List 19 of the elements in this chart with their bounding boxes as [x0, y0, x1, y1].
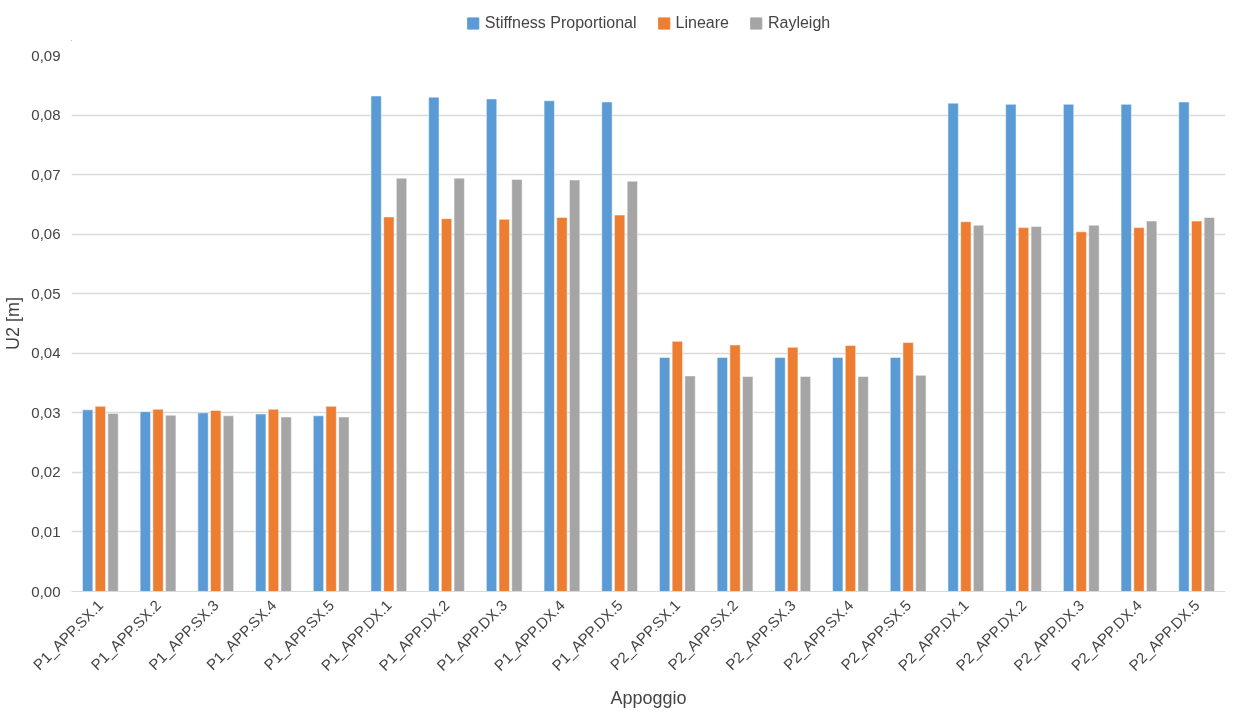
legend-label: Rayleigh [767, 13, 831, 32]
legend-label: Lineare [675, 13, 729, 32]
bar [659, 357, 671, 592]
bar [1203, 217, 1215, 592]
y-tick-label: 0,02 [31, 463, 61, 481]
y-tick-label: 0,08 [31, 106, 61, 124]
legend-label: Stiffness Proportional [484, 13, 637, 32]
y-tick-label: 0,06 [31, 225, 61, 243]
y-tick-label: 0,01 [31, 522, 61, 540]
x-axis-title: Appoggio [610, 687, 687, 708]
y-tick-label: 0,04 [31, 344, 61, 362]
bar [626, 180, 638, 592]
y-tick-label: 0,03 [31, 403, 61, 421]
y-tick-label: 0,05 [31, 284, 61, 302]
bar [82, 409, 94, 592]
y-tick-label: 0,09 [31, 46, 61, 64]
y-axis-title: U2 [m] [3, 296, 24, 350]
y-tick-label: 0,07 [31, 165, 61, 183]
y-tick-label: 0,00 [31, 582, 61, 600]
